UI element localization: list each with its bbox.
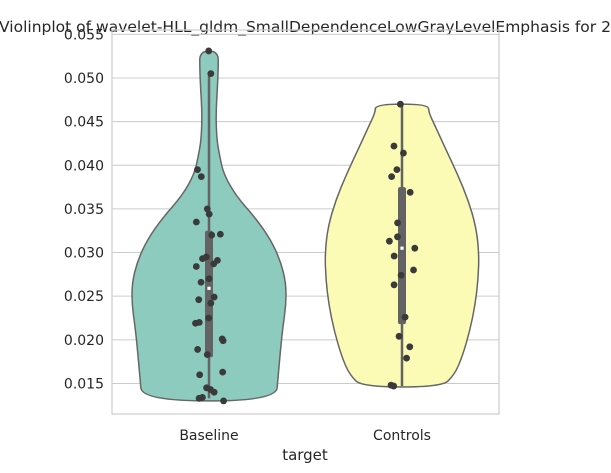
- data-point: [410, 266, 417, 274]
- median-baseline: [207, 286, 211, 290]
- box-controls: [398, 187, 406, 325]
- data-point: [220, 397, 227, 405]
- data-point: [393, 166, 401, 174]
- x-tick-label: Controls: [373, 428, 431, 444]
- y-tick-label: 0.030: [64, 246, 104, 262]
- data-point: [219, 368, 227, 376]
- data-point: [396, 100, 404, 108]
- violins: [131, 50, 480, 402]
- data-point: [197, 278, 205, 286]
- y-tick-label: 0.015: [64, 376, 104, 392]
- data-point: [203, 205, 211, 213]
- data-point: [192, 263, 200, 270]
- data-point: [205, 210, 213, 218]
- chart-title: Violinplot of wavelet-HLL_gldm_SmallDepe…: [0, 18, 611, 37]
- data-point: [406, 188, 414, 196]
- data-point: [197, 173, 205, 181]
- x-tick-label: Baseline: [179, 428, 238, 444]
- y-tick-label: 0.040: [64, 158, 104, 174]
- data-point: [205, 47, 213, 55]
- data-point: [210, 293, 218, 301]
- data-point: [194, 346, 202, 353]
- data-point: [400, 149, 407, 157]
- data-point: [194, 166, 201, 174]
- data-point: [219, 337, 227, 345]
- box-baseline: [205, 230, 213, 358]
- x-axis: Baseline Controls: [179, 428, 431, 444]
- data-point: [210, 388, 218, 396]
- data-point: [199, 255, 206, 263]
- data-point: [394, 233, 401, 241]
- x-axis-label: target: [282, 446, 328, 464]
- data-point: [192, 218, 200, 226]
- data-point: [385, 237, 393, 245]
- data-point: [208, 231, 216, 239]
- data-point: [395, 332, 403, 340]
- data-point: [203, 351, 211, 359]
- data-point: [196, 371, 204, 379]
- data-points: [192, 47, 419, 405]
- data-point: [205, 275, 213, 283]
- y-tick-label: 0.025: [64, 289, 104, 305]
- data-point: [205, 314, 213, 322]
- data-point: [394, 219, 401, 227]
- data-point: [216, 230, 224, 238]
- y-tick-label: 0.055: [64, 27, 104, 43]
- data-point: [403, 354, 410, 362]
- data-point: [210, 260, 218, 268]
- plot-frame: [111, 29, 500, 415]
- y-tick-label: 0.035: [64, 202, 104, 218]
- median-controls: [400, 246, 404, 250]
- data-point: [207, 299, 215, 307]
- data-point: [390, 281, 398, 289]
- data-point: [195, 394, 203, 402]
- data-point: [390, 142, 398, 150]
- data-point: [195, 296, 203, 304]
- data-point: [192, 319, 199, 327]
- data-point: [390, 252, 398, 260]
- data-point: [388, 173, 396, 181]
- y-tick-label: 0.020: [64, 333, 104, 349]
- y-tick-label: 0.045: [64, 115, 104, 131]
- y-axis: 0.015 0.020 0.025 0.030 0.035 0.040 0.045 0.050…: [64, 27, 104, 392]
- y-tick-label: 0.050: [64, 71, 104, 87]
- data-point: [390, 382, 398, 390]
- data-point: [397, 271, 405, 279]
- data-point: [406, 343, 414, 351]
- data-point: [401, 313, 409, 321]
- data-point: [411, 244, 419, 252]
- data-point: [207, 70, 215, 78]
